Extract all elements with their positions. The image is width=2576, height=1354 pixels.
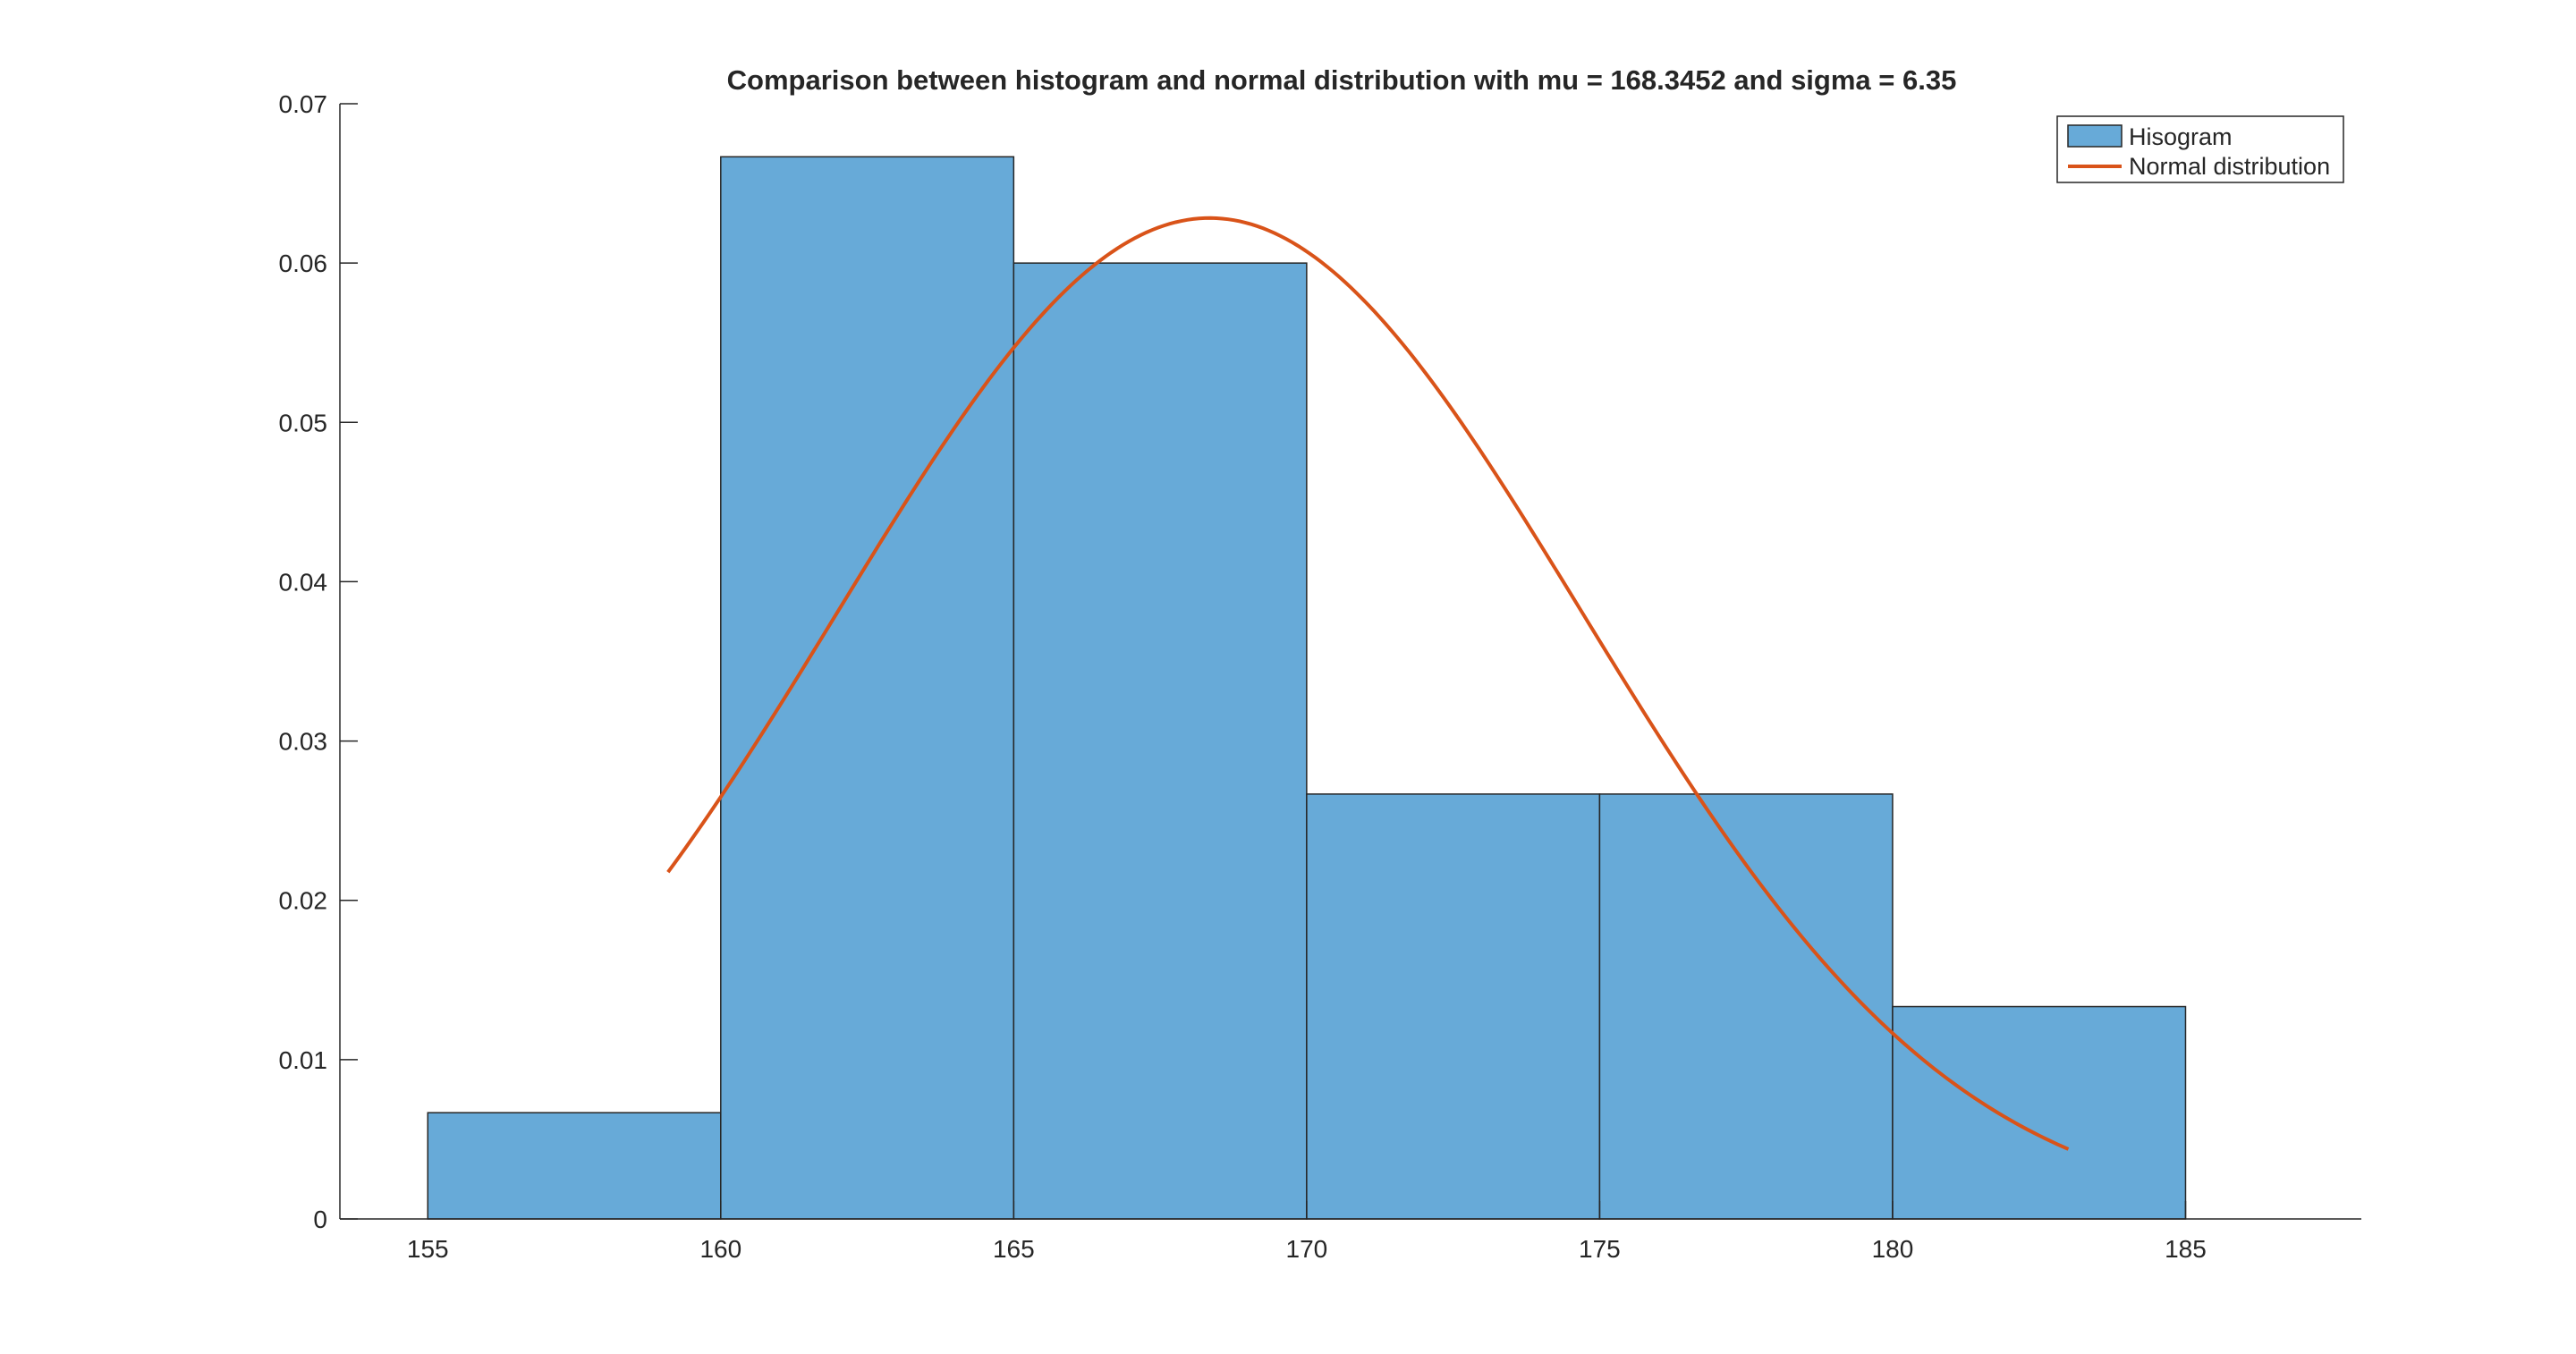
legend: Hisogram Normal distribution [2056,115,2344,183]
histogram-bars [427,156,2187,1220]
legend-label-histogram: Hisogram [2129,123,2233,150]
normal-curve-layer [666,216,2070,1151]
x-tick-label: 175 [1579,1235,1621,1263]
x-tick-label: 165 [993,1235,1035,1263]
y-tick-label: 0 [313,1206,327,1233]
x-tick-label: 180 [1872,1235,1914,1263]
axes [339,103,2361,1220]
y-tick-label: 0.07 [279,90,328,118]
legend-label-normal-distribution: Normal distribution [2129,153,2330,180]
histogram-bar [720,156,1015,1220]
tick-labels: 155 160 165 170 175 180 185 0 0.01 0.02 0.03 0.04 0.… [279,90,2207,1263]
histogram-bar [1892,1005,2187,1220]
x-tick-label: 160 [699,1235,741,1263]
x-tick-label: 170 [1286,1235,1328,1263]
legend-swatch-histogram [2067,124,2123,148]
y-tick-label: 0.03 [279,728,328,756]
x-tick-label: 185 [2165,1235,2207,1263]
normal-distribution-line [666,216,2070,1151]
y-tick-label: 0.05 [279,409,328,436]
chart-title: Comparison between histogram and normal … [727,64,1957,96]
y-tick-label: 0.01 [279,1046,328,1074]
x-tick-label: 155 [407,1235,449,1263]
y-tick-label: 0.02 [279,887,328,915]
histogram-bar [1013,262,1308,1220]
y-tick-label: 0.06 [279,250,328,277]
histogram-bar [1306,793,1601,1220]
histogram-bar [427,1112,722,1220]
histogram-bar [1598,793,1894,1220]
y-tick-label: 0.04 [279,568,328,596]
